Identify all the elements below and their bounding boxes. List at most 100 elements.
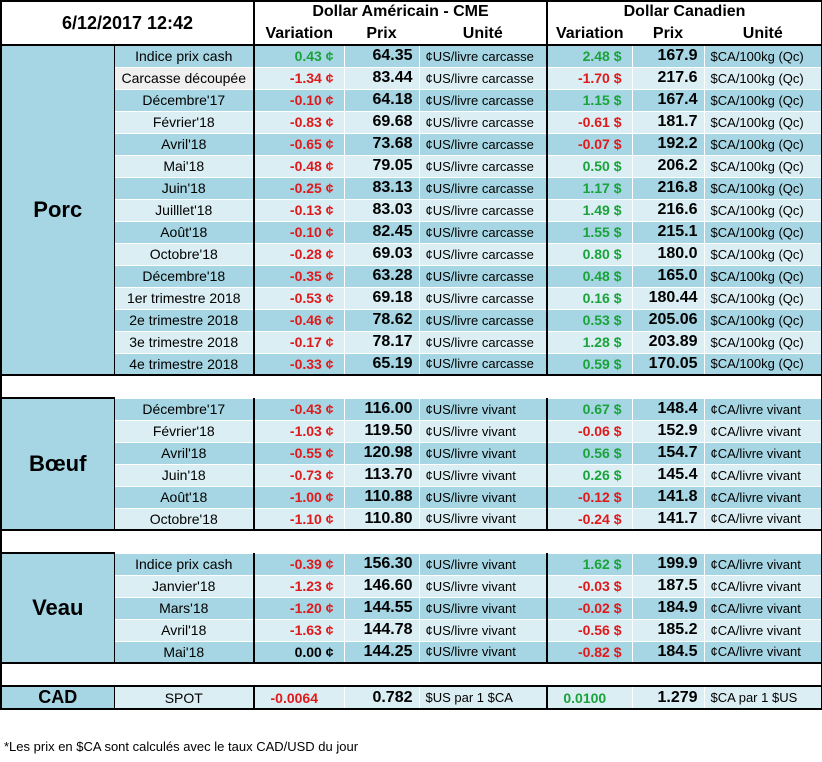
section-spacer: [0, 662, 822, 687]
usd-variation: -1.03 ¢: [253, 419, 345, 443]
table-row: Mars'18 -1.20 ¢ 144.55 ¢US/livre vivant -0.0…: [1, 596, 822, 620]
cad-price: 205.06: [631, 308, 705, 332]
usd-title: Dollar Américain - CME: [252, 0, 548, 24]
usd-variation: -0.13 ¢: [253, 198, 345, 222]
cad-cad-unit: $CA par 1 $US: [703, 685, 822, 710]
cad-spot-label: SPOT: [113, 685, 255, 710]
usd-unit: ¢US/livre vivant: [418, 397, 548, 421]
cad-unit: $CA/100kg (Qc): [703, 220, 822, 244]
usd-unit: ¢US/livre carcasse: [418, 176, 548, 200]
cad-price: 206.2: [631, 154, 705, 178]
usd-unit: ¢US/livre carcasse: [418, 220, 548, 244]
usd-unit: ¢US/livre vivant: [418, 640, 548, 664]
cad-unit: $CA/100kg (Qc): [703, 132, 822, 156]
usd-variation: -0.43 ¢: [253, 397, 345, 421]
table-row: Mai'18 0.00 ¢ 144.25 ¢US/livre vivant -0.82 …: [1, 640, 822, 664]
usd-variation: -1.10 ¢: [253, 507, 345, 531]
price-table: 6/12/2017 12:42 Dollar Américain - CME D…: [0, 0, 822, 710]
cad-unit: $CA/100kg (Qc): [703, 154, 822, 178]
cad-unit: $CA/100kg (Qc): [703, 176, 822, 200]
cad-variation: 2.48 $: [546, 44, 633, 68]
usd-price: 110.80: [343, 507, 420, 531]
cad-variation: -0.24 $: [546, 507, 633, 531]
usd-price: 119.50: [343, 419, 420, 443]
usd-variation: -0.10 ¢: [253, 220, 345, 244]
row-label: Décembre'18: [113, 264, 255, 288]
usd-unit: ¢US/livre vivant: [418, 485, 548, 509]
usd-unit: ¢US/livre carcasse: [418, 132, 548, 156]
usd-price-header: Prix: [343, 22, 420, 46]
usd-unit: ¢US/livre vivant: [418, 441, 548, 465]
cad-price: 167.4: [631, 88, 705, 112]
table-row: Décembre'18 -0.35 ¢ 63.28 ¢US/livre carcass…: [1, 264, 822, 288]
usd-variation: -0.33 ¢: [253, 352, 345, 376]
row-label: Avril'18: [113, 441, 255, 465]
row-label: Avril'18: [113, 132, 255, 156]
row-label: Décembre'17: [113, 397, 255, 421]
cad-variation: 1.17 $: [546, 176, 633, 200]
cad-cad-variation: 0.0100: [546, 685, 633, 710]
usd-unit: ¢US/livre carcasse: [418, 198, 548, 222]
table-row: 2e trimestre 2018 -0.46 ¢ 78.62 ¢US/livre c…: [1, 308, 822, 332]
cad-variation: -0.03 $: [546, 574, 633, 598]
cad-variation: 1.49 $: [546, 198, 633, 222]
usd-unit: ¢US/livre vivant: [418, 618, 548, 642]
cad-price: 199.9: [631, 552, 705, 576]
usd-variation: -0.65 ¢: [253, 132, 345, 156]
cad-price: 184.9: [631, 596, 705, 620]
usd-price: 120.98: [343, 441, 420, 465]
usd-price: 69.18: [343, 286, 420, 310]
cad-variation: -0.56 $: [546, 618, 633, 642]
cad-unit: ¢CA/livre vivant: [703, 552, 822, 576]
cad-variation: -0.82 $: [546, 640, 633, 664]
usd-price: 78.17: [343, 330, 420, 354]
usd-price: 69.68: [343, 110, 420, 134]
usd-unit: ¢US/livre vivant: [418, 419, 548, 443]
cad-unit: $CA/100kg (Qc): [703, 264, 822, 288]
cad-variation: 0.26 $: [546, 463, 633, 487]
table-row: Avril'18 -1.63 ¢ 144.78 ¢US/livre vivant -0.…: [1, 618, 822, 642]
usd-unit: ¢US/livre carcasse: [418, 44, 548, 68]
row-label: 4e trimestre 2018: [113, 352, 255, 376]
usd-price: 65.19: [343, 352, 420, 376]
usd-unit: ¢US/livre vivant: [418, 552, 548, 576]
cad-variation: -0.07 $: [546, 132, 633, 156]
usd-price: 79.05: [343, 154, 420, 178]
header-row-2: Variation Prix Unité Variation Prix Unit…: [1, 22, 822, 46]
cad-unit: ¢CA/livre vivant: [703, 596, 822, 620]
usd-unit: ¢US/livre carcasse: [418, 308, 548, 332]
cad-price: 181.7: [631, 110, 705, 134]
cad-unit: ¢CA/livre vivant: [703, 574, 822, 598]
row-label: Juin'18: [113, 463, 255, 487]
cad-price: 152.9: [631, 419, 705, 443]
table-row: Carcasse découpée -1.34 ¢ 83.44 ¢US/livre c…: [1, 66, 822, 90]
cad-price: 192.2: [631, 132, 705, 156]
row-label: Février'18: [113, 419, 255, 443]
spacer-cell: [0, 662, 822, 687]
cad-variation: 1.62 $: [546, 552, 633, 576]
usd-variation: -1.20 ¢: [253, 596, 345, 620]
table-row: Avril'18 -0.55 ¢ 120.98 ¢US/livre vivant 0.5…: [1, 441, 822, 465]
usd-unit: ¢US/livre vivant: [418, 596, 548, 620]
usd-price: 146.60: [343, 574, 420, 598]
usd-price: 116.00: [343, 397, 420, 421]
category-boeuf: Bœuf: [0, 397, 115, 531]
table-row: Février'18 -0.83 ¢ 69.68 ¢US/livre carcasse…: [1, 110, 822, 134]
cad-price: 165.0: [631, 264, 705, 288]
usd-unit: ¢US/livre carcasse: [418, 88, 548, 112]
datetime: 6/12/2017 12:42: [0, 0, 255, 46]
cad-variation: 0.53 $: [546, 308, 633, 332]
usd-variation: -0.35 ¢: [253, 264, 345, 288]
cad-unit: $CA/100kg (Qc): [703, 352, 822, 376]
cad-unit: $CA/100kg (Qc): [703, 286, 822, 310]
table-row: 4e trimestre 2018 -0.33 ¢ 65.19 ¢US/livre c…: [1, 352, 822, 376]
usd-variation: -0.83 ¢: [253, 110, 345, 134]
row-label: Mai'18: [113, 154, 255, 178]
row-label: Octobre'18: [113, 507, 255, 531]
cad-price-header: Prix: [631, 22, 705, 46]
table-row: 3e trimestre 2018 -0.17 ¢ 78.17 ¢US/livre c…: [1, 330, 822, 354]
usd-unit: ¢US/livre carcasse: [418, 154, 548, 178]
row-label: Février'18: [113, 110, 255, 134]
cad-variation: -0.12 $: [546, 485, 633, 509]
table-row: Avril'18 -0.65 ¢ 73.68 ¢US/livre carcasse -0…: [1, 132, 822, 156]
